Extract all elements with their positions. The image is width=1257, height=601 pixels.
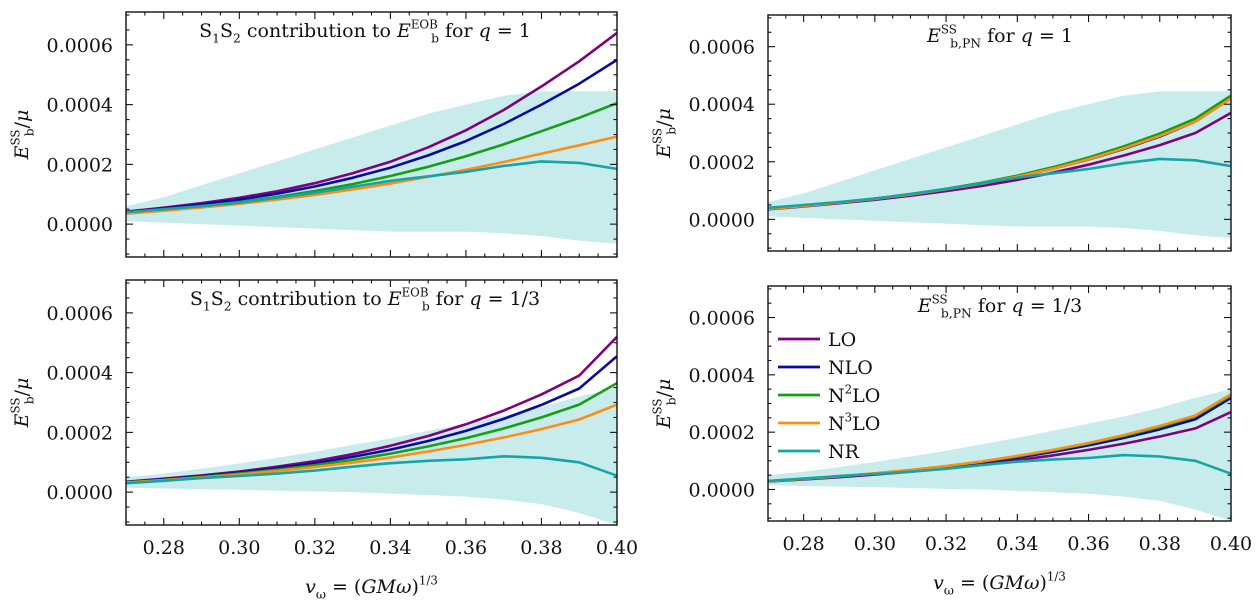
panel-1: 0.0000 0.0002 0.0004 0.0006 S1S2 contributio…: [8, 11, 618, 258]
legend-label: NR: [828, 441, 860, 463]
y-tick-label: 0.0002: [689, 152, 755, 174]
series-line-nr: [126, 455, 617, 485]
y-tick-label: 0.0002: [47, 422, 113, 444]
panel-title: S1S2 contribution to EEOB b for q = 1/3: [190, 285, 540, 313]
y-axis-label: ESSb/μ: [8, 110, 36, 161]
x-tick-label: 0.30: [218, 537, 260, 559]
y-axis-label: ESSb/μ: [8, 378, 36, 429]
legend-label: N3LO: [828, 410, 880, 435]
y-tick-label: 0.0002: [689, 422, 755, 444]
x-tick-label: 0.40: [1210, 533, 1252, 555]
y-tick-label: 0.0004: [47, 363, 113, 385]
x-tick-label: 0.40: [596, 537, 638, 559]
y-tick-label: 0.0006: [689, 308, 755, 330]
y-axis-label-text: ESSb/μ: [8, 110, 36, 161]
legend-label: NLO: [828, 357, 873, 379]
panel-title: S1S2 contribution to EEOB b for q = 1: [199, 17, 531, 45]
panel-2: 0.0000 0.0002 0.0004 0.0006 ESS b,PN for q = …: [650, 14, 1232, 252]
x-tick-label: 0.32: [294, 537, 336, 559]
y-tick-label: 0.0006: [689, 37, 755, 59]
x-tick-label: 0.36: [1067, 533, 1109, 555]
y-axis-label: ESSb/μ: [650, 108, 678, 159]
series-line-nr: [126, 160, 617, 214]
y-tick-label: 0.0000: [47, 214, 113, 236]
x-tick-label: 0.32: [925, 533, 967, 555]
y-tick-label: 0.0002: [47, 154, 113, 176]
panel-title: ESS b,PN for q = 1/3: [917, 292, 1082, 320]
x-tick-label: 0.34: [996, 533, 1038, 555]
panel-4: 0.28 0.30 0.32 0.34 0.36 0.38 0.40 0.0000 0.0002…: [650, 285, 1252, 597]
panel-3: 0.28 0.30 0.32 0.34 0.36 0.38 0.40 0.0000 0.0002…: [8, 279, 638, 601]
x-axis-label: vω = (GMω)1/3: [305, 573, 438, 601]
legend: LO NLO N2LO N3LO NR: [778, 329, 880, 463]
series-line-nr: [768, 157, 1231, 210]
y-axis-label: ESSb/μ: [650, 379, 678, 430]
y-tick-label: 0.0004: [47, 95, 113, 117]
x-tick-label: 0.30: [854, 533, 896, 555]
panel-title: ESS b,PN for q = 1: [926, 22, 1073, 50]
x-tick-label: 0.38: [520, 537, 562, 559]
x-tick-label: 0.28: [782, 533, 824, 555]
y-tick-label: 0.0006: [47, 35, 113, 57]
y-tick-label: 0.0000: [689, 479, 755, 501]
x-tick-label: 0.38: [1139, 533, 1181, 555]
y-tick-label: 0.0000: [47, 482, 113, 504]
series-line-nlo: [126, 58, 617, 214]
legend-label: LO: [828, 329, 856, 351]
x-tick-label: 0.34: [369, 537, 411, 559]
y-axis-label-text: ESSb/μ: [8, 378, 36, 429]
y-tick-label: 0.0000: [689, 209, 755, 231]
x-tick-label: 0.36: [445, 537, 487, 559]
y-tick-label: 0.0004: [689, 94, 755, 116]
y-tick-label: 0.0006: [47, 303, 113, 325]
y-axis-label-text: ESSb/μ: [650, 379, 678, 430]
y-axis-label-text: ESSb/μ: [650, 108, 678, 159]
y-tick-label: 0.0004: [689, 365, 755, 387]
x-axis-label: vω = (GMω)1/3: [933, 569, 1066, 597]
series-line-nr: [768, 453, 1231, 483]
nr-uncertainty-band: [768, 91, 1231, 238]
legend-label: N2LO: [828, 382, 880, 407]
x-tick-label: 0.28: [143, 537, 185, 559]
nr-uncertainty-band: [768, 389, 1231, 521]
